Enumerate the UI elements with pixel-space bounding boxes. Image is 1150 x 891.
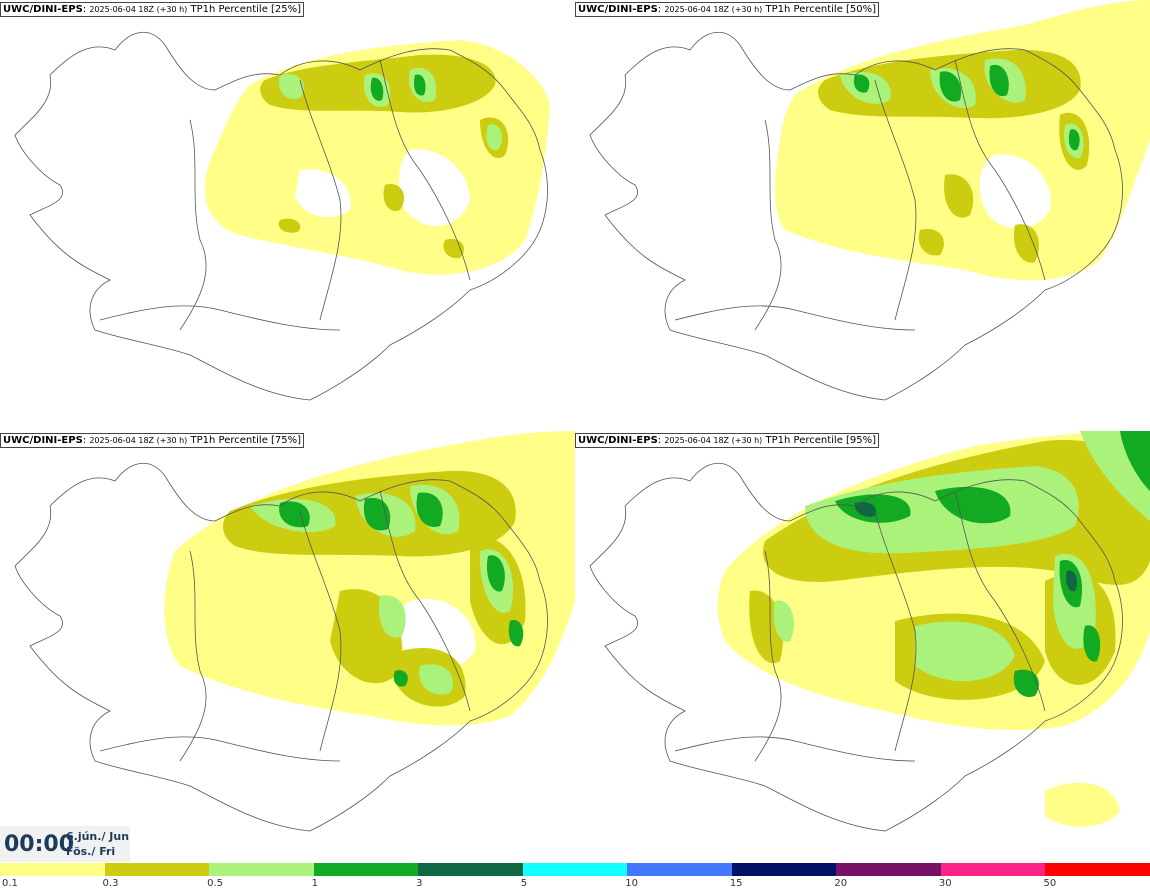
precipitation-map bbox=[589, 431, 1150, 832]
legend-swatch bbox=[209, 863, 315, 876]
precip-shading bbox=[164, 431, 575, 726]
legend-label: 15 bbox=[729, 878, 743, 889]
precip-shading bbox=[204, 40, 550, 275]
legend-swatch bbox=[104, 863, 210, 876]
legend-swatch bbox=[522, 863, 628, 876]
field-name: TP1h Percentile [25%] bbox=[190, 4, 302, 15]
legend-label: 10 bbox=[625, 878, 638, 889]
legend-swatch bbox=[836, 863, 942, 876]
run-info: 2025-06-04 18Z (+30 h) bbox=[89, 5, 188, 14]
field-name: TP1h Percentile [50%] bbox=[765, 4, 877, 15]
map-panel-p95: UWC/DINI-EPS: 2025-06-04 18Z (+30 h) TP1… bbox=[575, 431, 1150, 862]
coastline bbox=[14, 31, 548, 401]
legend-swatch bbox=[1045, 863, 1150, 876]
model-name: UWC/DINI-EPS bbox=[3, 4, 83, 15]
legend-swatch bbox=[0, 863, 106, 876]
valid-time-box: 00:00 6.jún./ Jun Fös./ Fri bbox=[0, 826, 130, 862]
map-panel-p50: UWC/DINI-EPS: 2025-06-04 18Z (+30 h) TP1… bbox=[575, 0, 1150, 431]
valid-weekday: Fös./ Fri bbox=[66, 845, 116, 858]
coastline bbox=[589, 462, 1123, 832]
run-info: 2025-06-04 18Z (+30 h) bbox=[89, 436, 188, 445]
legend-swatch bbox=[731, 863, 837, 876]
map-panel-p75: UWC/DINI-EPS: 2025-06-04 18Z (+30 h) TP1… bbox=[0, 431, 575, 862]
valid-date: 6.jún./ Jun bbox=[66, 830, 130, 843]
legend-label: 0.5 bbox=[207, 878, 223, 889]
map-panel-p25: UWC/DINI-EPS: 2025-06-04 18Z (+30 h) TP1… bbox=[0, 0, 575, 431]
legend-swatch bbox=[418, 863, 524, 876]
legend-label: 20 bbox=[834, 878, 848, 889]
precipitation-map bbox=[14, 431, 575, 832]
panel-title: UWC/DINI-EPS: 2025-06-04 18Z (+30 h) TP1… bbox=[0, 2, 305, 17]
legend-swatch bbox=[627, 863, 733, 876]
coastline bbox=[14, 462, 548, 832]
precipitation-map bbox=[14, 31, 550, 401]
legend-label: 30 bbox=[938, 878, 952, 889]
field-name: TP1h Percentile [95%] bbox=[765, 435, 877, 446]
precip-shading bbox=[717, 431, 1150, 827]
coastline bbox=[589, 31, 1123, 401]
panel-title: UWC/DINI-EPS: 2025-06-04 18Z (+30 h) TP1… bbox=[0, 433, 305, 448]
valid-time: 00:00 bbox=[4, 832, 75, 857]
legend-label: 3 bbox=[416, 878, 423, 889]
panel-title: UWC/DINI-EPS: 2025-06-04 18Z (+30 h) TP1… bbox=[575, 433, 880, 448]
legend-swatch bbox=[940, 863, 1046, 876]
precip-shading bbox=[775, 0, 1150, 281]
model-name: UWC/DINI-EPS bbox=[578, 435, 658, 446]
legend-label: 0.1 bbox=[2, 878, 18, 889]
run-info: 2025-06-04 18Z (+30 h) bbox=[664, 436, 763, 445]
precipitation-map bbox=[589, 0, 1150, 401]
field-name: TP1h Percentile [75%] bbox=[190, 435, 302, 446]
run-info: 2025-06-04 18Z (+30 h) bbox=[664, 5, 763, 14]
legend-label: 0.3 bbox=[102, 878, 119, 889]
legend-label: 5 bbox=[520, 878, 528, 889]
model-name: UWC/DINI-EPS bbox=[578, 4, 658, 15]
legend-label: 50 bbox=[1043, 878, 1057, 889]
legend-label: 1 bbox=[311, 878, 318, 889]
color-legend: 0.1 0.3 0.5 1 3 5 10 15 20 30 50 bbox=[0, 863, 1150, 891]
model-name: UWC/DINI-EPS bbox=[3, 435, 83, 446]
panel-title: UWC/DINI-EPS: 2025-06-04 18Z (+30 h) TP1… bbox=[575, 2, 880, 17]
legend-swatch bbox=[313, 863, 419, 876]
